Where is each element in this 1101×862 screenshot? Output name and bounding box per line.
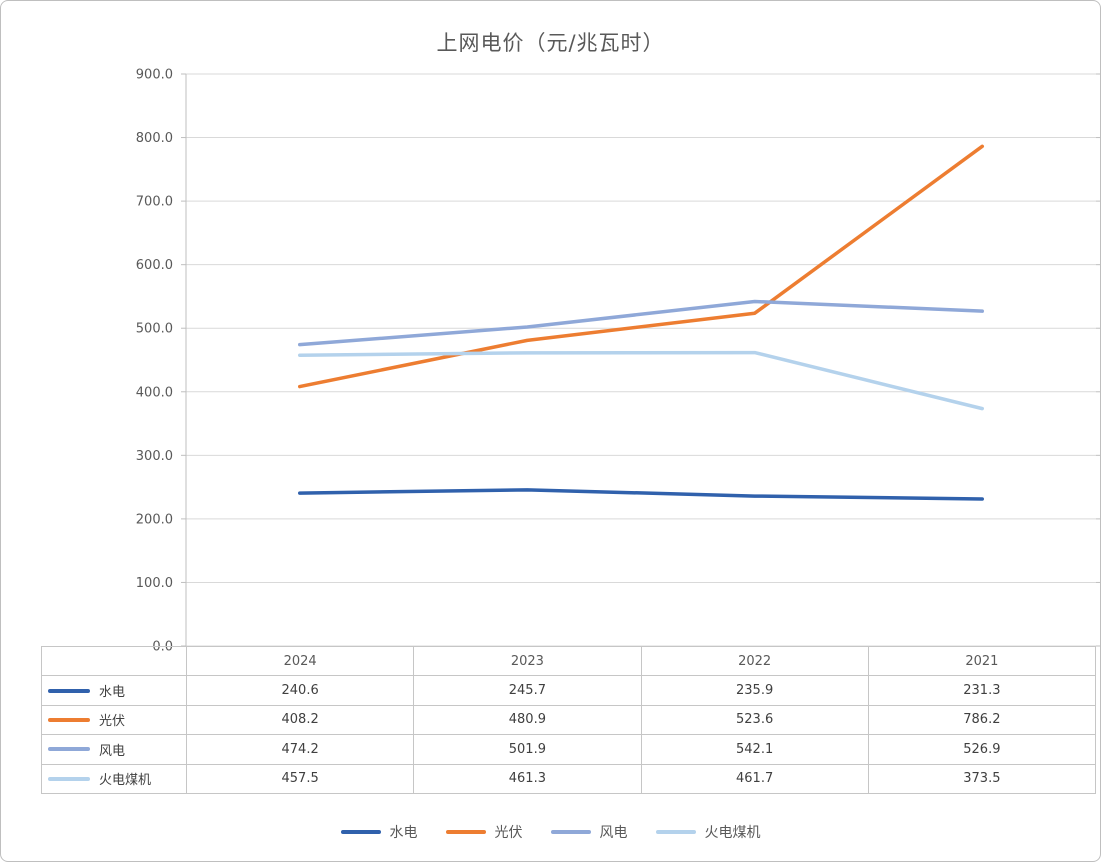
y-tick-label: 200.0 [136,512,173,527]
value-cell: 245.7 [413,675,642,706]
series-swatch [48,717,90,722]
value-cell: 373.5 [867,763,1097,794]
value-cell: 461.3 [413,763,642,794]
value-cell: 235.9 [640,675,869,706]
legend-item: 风电 [550,822,628,842]
series-label-cell: 光伏 [41,704,187,736]
y-tick-label: 600.0 [136,258,173,273]
table-year-header: 2022 [640,645,869,677]
y-tick-label: 300.0 [136,449,173,464]
legend-label: 水电 [389,825,418,841]
legend-item: 光伏 [445,822,523,842]
table-row: 光伏 408.2 480.9 523.6 786.2 [41,704,1097,736]
y-tick-label: 100.0 [136,576,173,591]
legend-label: 火电煤机 [704,825,761,841]
y-tick-label: 900.0 [136,68,173,83]
table-header-row: 2024 2023 2022 2021 [41,645,1097,677]
y-tick-label: 500.0 [136,322,173,337]
series-swatch [48,688,90,693]
legend-label: 光伏 [494,825,523,841]
y-tick-label: 700.0 [136,195,173,210]
chart-title: 上网电价（元/兆瓦时） [436,31,665,55]
legend-swatch [655,830,696,834]
value-cell: 523.6 [640,704,869,736]
value-cell: 526.9 [867,734,1097,765]
legend-swatch [340,830,381,834]
value-cell: 231.3 [867,675,1097,706]
series-name: 水电 [99,685,126,701]
series-line [298,299,984,347]
table-year-header: 2021 [867,645,1097,677]
series-line [298,144,984,389]
series-label-cell: 风电 [41,734,187,765]
value-cell: 240.6 [185,675,415,706]
value-cell: 474.2 [185,734,415,765]
value-cell: 542.1 [640,734,869,765]
value-cell: 786.2 [867,704,1097,736]
legend-swatch [445,830,486,834]
chart-data-table: 2024 2023 2022 2021 水电 240.6 245.7 235.9 231.3 光伏… [41,645,1097,794]
y-tick-label: 800.0 [136,131,173,146]
value-cell: 408.2 [185,704,415,736]
series-line [298,488,984,501]
series-label-cell: 火电煤机 [41,763,187,794]
value-cell: 480.9 [413,704,642,736]
series-name: 光伏 [99,714,126,730]
legend-item: 火电煤机 [655,822,761,842]
table-year-header: 2024 [185,645,415,677]
legend-item: 水电 [340,822,418,842]
series-name: 风电 [99,743,126,759]
table-row: 风电 474.2 501.9 542.1 526.9 [41,734,1097,765]
table-year-header: 2023 [413,645,642,677]
series-name: 火电煤机 [99,773,152,789]
series-swatch [48,776,90,781]
series-swatch [48,747,90,752]
table-corner-cell [41,645,187,677]
value-cell: 501.9 [413,734,642,765]
chart-legend: 水电 光伏 风电 火电煤机 [1,822,1100,842]
value-cell: 461.7 [640,763,869,794]
y-tick-label: 400.0 [136,385,173,400]
table-row: 火电煤机 457.5 461.3 461.7 373.5 [41,763,1097,794]
value-cell: 457.5 [185,763,415,794]
legend-label: 风电 [599,825,628,841]
legend-swatch [550,830,591,834]
series-line [298,350,984,411]
series-label-cell: 水电 [41,675,187,706]
table-row: 水电 240.6 245.7 235.9 231.3 [41,675,1097,706]
